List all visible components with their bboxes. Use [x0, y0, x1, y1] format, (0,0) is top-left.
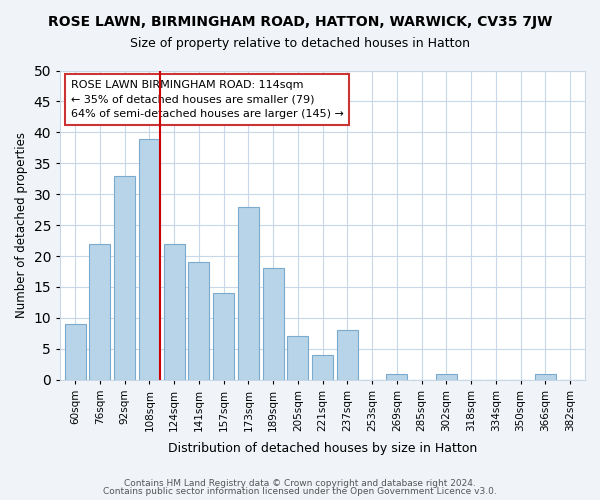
Bar: [139, 138, 160, 380]
Text: Size of property relative to detached houses in Hatton: Size of property relative to detached ho…: [130, 38, 470, 51]
Bar: [263, 268, 284, 380]
X-axis label: Distribution of detached houses by size in Hatton: Distribution of detached houses by size …: [168, 442, 477, 455]
Bar: [188, 262, 209, 380]
Text: ROSE LAWN BIRMINGHAM ROAD: 114sqm
← 35% of detached houses are smaller (79)
64% : ROSE LAWN BIRMINGHAM ROAD: 114sqm ← 35% …: [71, 80, 344, 120]
Text: Contains public sector information licensed under the Open Government Licence v3: Contains public sector information licen…: [103, 487, 497, 496]
Text: ROSE LAWN, BIRMINGHAM ROAD, HATTON, WARWICK, CV35 7JW: ROSE LAWN, BIRMINGHAM ROAD, HATTON, WARW…: [48, 15, 552, 29]
Bar: [114, 176, 135, 380]
Bar: [65, 324, 86, 380]
Bar: [287, 336, 308, 380]
Text: Contains HM Land Registry data © Crown copyright and database right 2024.: Contains HM Land Registry data © Crown c…: [124, 478, 476, 488]
Y-axis label: Number of detached properties: Number of detached properties: [15, 132, 28, 318]
Bar: [386, 374, 407, 380]
Bar: [164, 244, 185, 380]
Bar: [238, 206, 259, 380]
Bar: [337, 330, 358, 380]
Bar: [213, 293, 234, 380]
Bar: [535, 374, 556, 380]
Bar: [312, 355, 333, 380]
Bar: [89, 244, 110, 380]
Bar: [436, 374, 457, 380]
